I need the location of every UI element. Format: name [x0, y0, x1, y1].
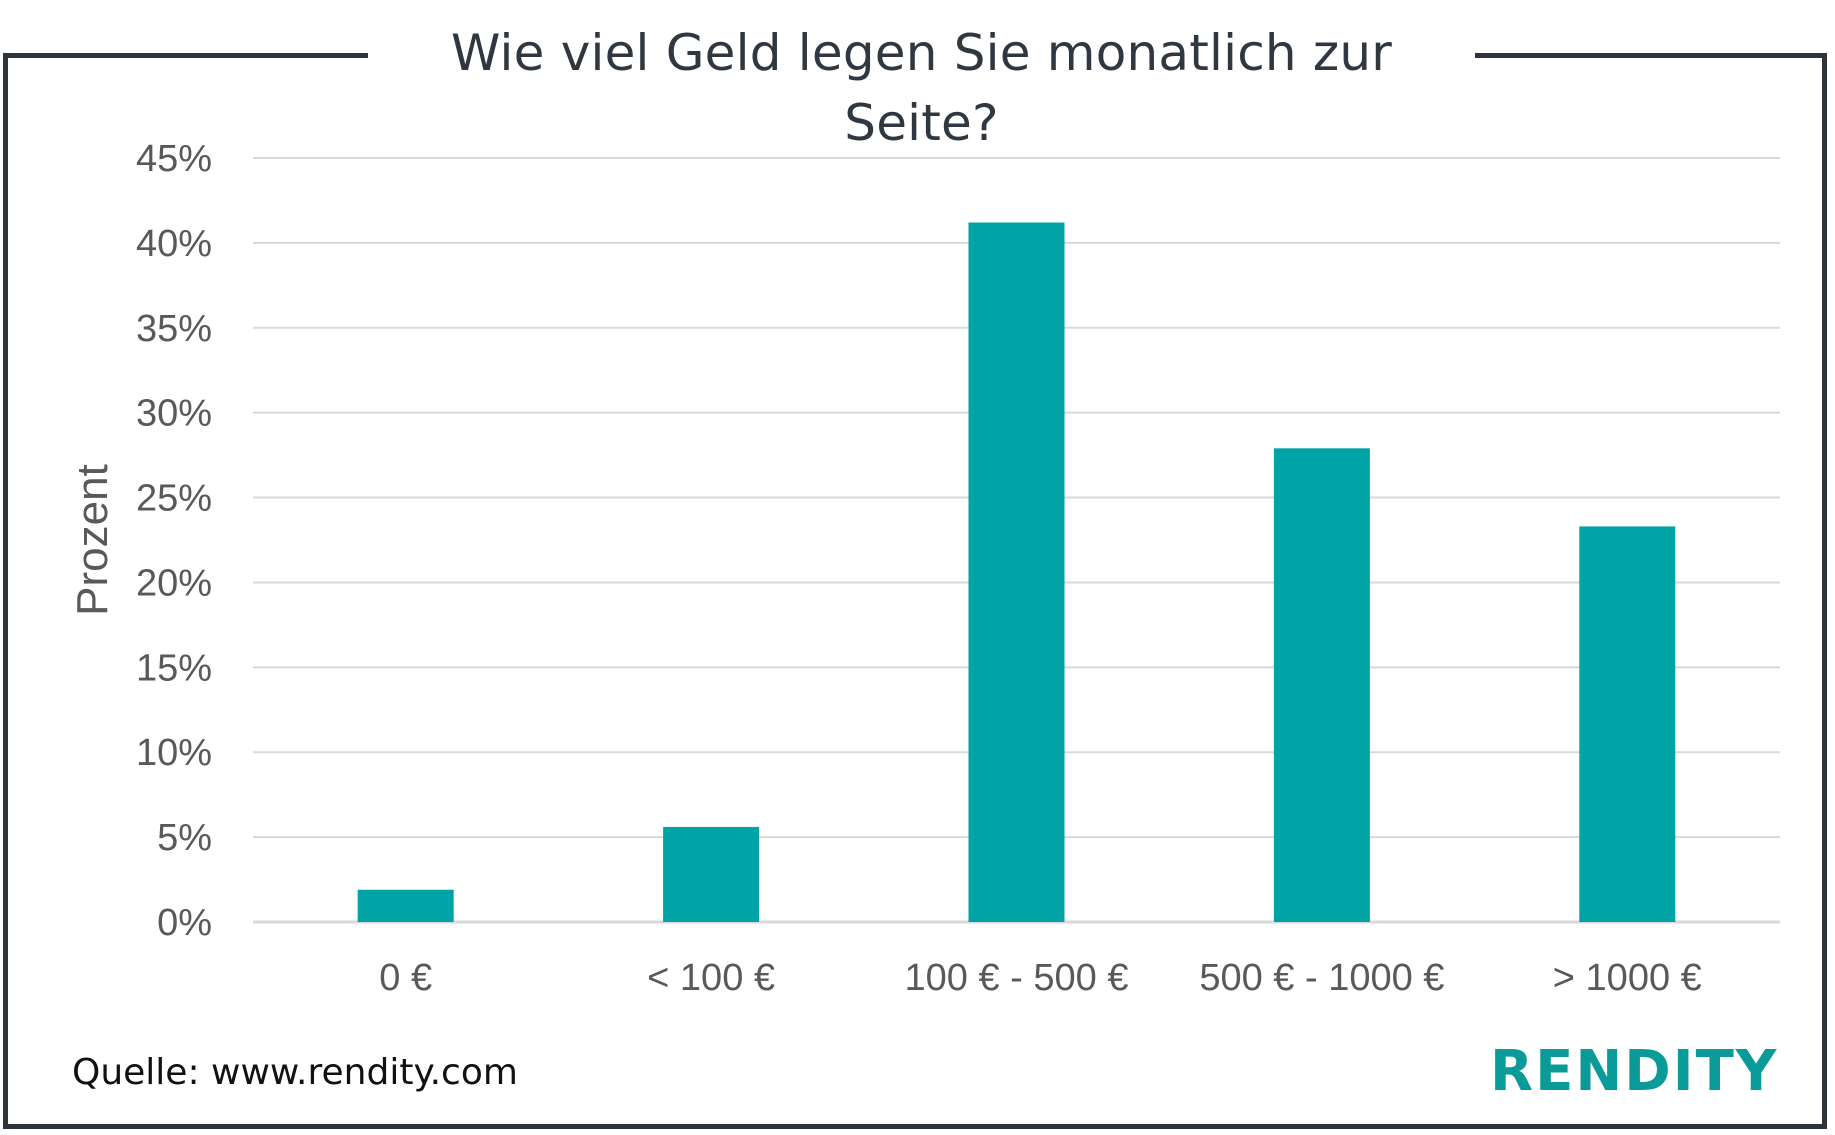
title-background	[368, 18, 1475, 88]
y-tick-label: 40%	[136, 223, 212, 265]
chart-title: Wie viel Geld legen Sie monatlich zur Se…	[451, 24, 1392, 152]
bar	[968, 222, 1065, 922]
y-tick-label: 5%	[157, 817, 212, 859]
x-tick-label: 0 €	[379, 957, 432, 999]
y-axis-label: Prozent	[68, 464, 117, 616]
bar	[1273, 448, 1370, 922]
y-tick-label: 35%	[136, 308, 212, 350]
y-tick-label: 10%	[136, 732, 212, 774]
y-tick-label: 30%	[136, 393, 212, 435]
x-tick-label: 500 € - 1000 €	[1199, 957, 1444, 999]
y-tick-label: 25%	[136, 478, 212, 520]
x-tick-label: < 100 €	[647, 957, 775, 999]
x-tick-label: > 1000 €	[1553, 957, 1702, 999]
bar	[357, 889, 454, 922]
bar	[1579, 526, 1676, 922]
x-tick-label: 100 € - 500 €	[905, 957, 1129, 999]
rendity-logo: RENDITY	[1490, 1039, 1779, 1104]
y-tick-label: 45%	[136, 138, 212, 180]
bar	[663, 826, 760, 922]
y-tick-label: 0%	[157, 902, 212, 944]
source-text: Quelle: www.rendity.com	[72, 1052, 518, 1093]
y-tick-label: 15%	[136, 647, 212, 689]
y-tick-label: 20%	[136, 562, 212, 604]
